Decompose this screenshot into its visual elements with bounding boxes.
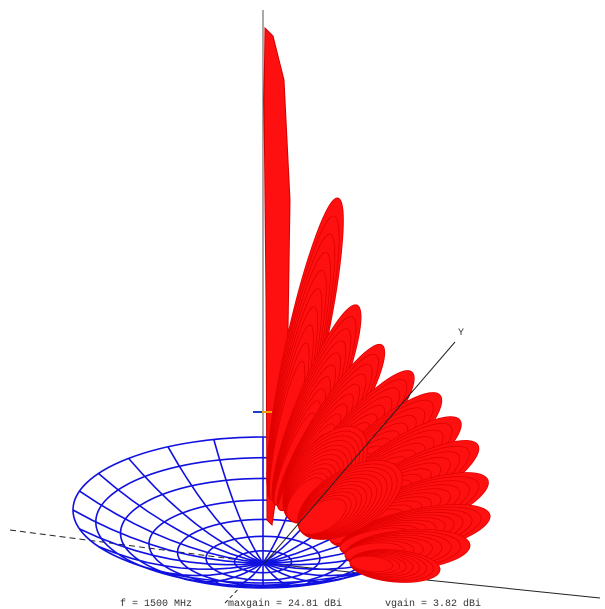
max-gain: maxgain = 24.81 dBi xyxy=(228,598,342,609)
frequency: f = 1500 MHz xyxy=(120,598,192,609)
y-axis-label: Y xyxy=(458,328,464,339)
radiation-pattern xyxy=(252,28,496,586)
pattern-view: Y f = 1500 MHz maxgain = 24.81 dBi vgain… xyxy=(0,0,605,609)
v-gain: vgain = 3.82 dBi xyxy=(385,598,481,609)
